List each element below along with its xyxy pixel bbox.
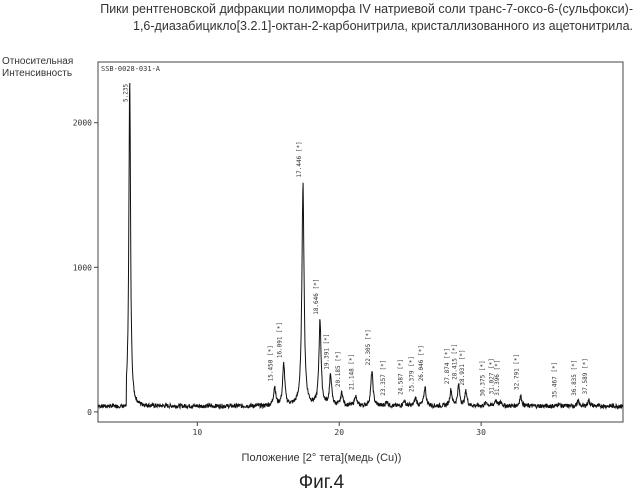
- peak-label: 26.046 [*]: [418, 345, 425, 381]
- plot-frame: [98, 62, 623, 422]
- peak-label: 24.587 [*]: [397, 359, 404, 395]
- peak-label: 20.185 [*]: [335, 351, 342, 387]
- peak-label: 37.589 [*]: [582, 358, 589, 394]
- peak-label: 19.391 [*]: [324, 334, 331, 370]
- peak-label: 21.148 [*]: [349, 354, 356, 390]
- peak-label: 28.931 [*]: [459, 350, 466, 386]
- peak-label: 5.235: [123, 84, 130, 102]
- diffraction-trace: [98, 83, 623, 408]
- x-tick-label: 30: [476, 428, 486, 437]
- peak-label: 30.375 [*]: [479, 360, 486, 396]
- x-tick-label: 20: [334, 428, 344, 437]
- sample-id-label: SSB-0028-031-A: [101, 65, 161, 73]
- peak-label: 31.396 [*]: [494, 360, 501, 396]
- peak-label: 15.450 [*]: [268, 345, 275, 381]
- x-axis-label: Положение [2° тета](медь (Cu)): [0, 452, 643, 464]
- y-tick-label: 1000: [73, 263, 92, 272]
- figure-label: Фиг.4: [0, 472, 643, 494]
- peak-label: 22.305 [*]: [365, 329, 372, 365]
- peak-label: 36.835 [*]: [571, 360, 578, 396]
- x-tick-label: 10: [193, 428, 203, 437]
- y-tick-label: 2000: [73, 119, 92, 128]
- peak-label: 35.467 [*]: [552, 362, 559, 398]
- peak-label: 32.791 [*]: [514, 354, 521, 390]
- peak-label: 17.446 [*]: [296, 141, 303, 177]
- peak-label: 28.415 [*]: [452, 344, 459, 380]
- y-tick-label: 0: [87, 408, 92, 417]
- peak-label: 18.646 [*]: [313, 279, 320, 315]
- peak-label: 25.379 [*]: [409, 356, 416, 392]
- peak-label: 23.357 [*]: [380, 360, 387, 396]
- peak-label: 16.091 [*]: [277, 322, 284, 358]
- peak-label: 27.874 [*]: [444, 348, 451, 384]
